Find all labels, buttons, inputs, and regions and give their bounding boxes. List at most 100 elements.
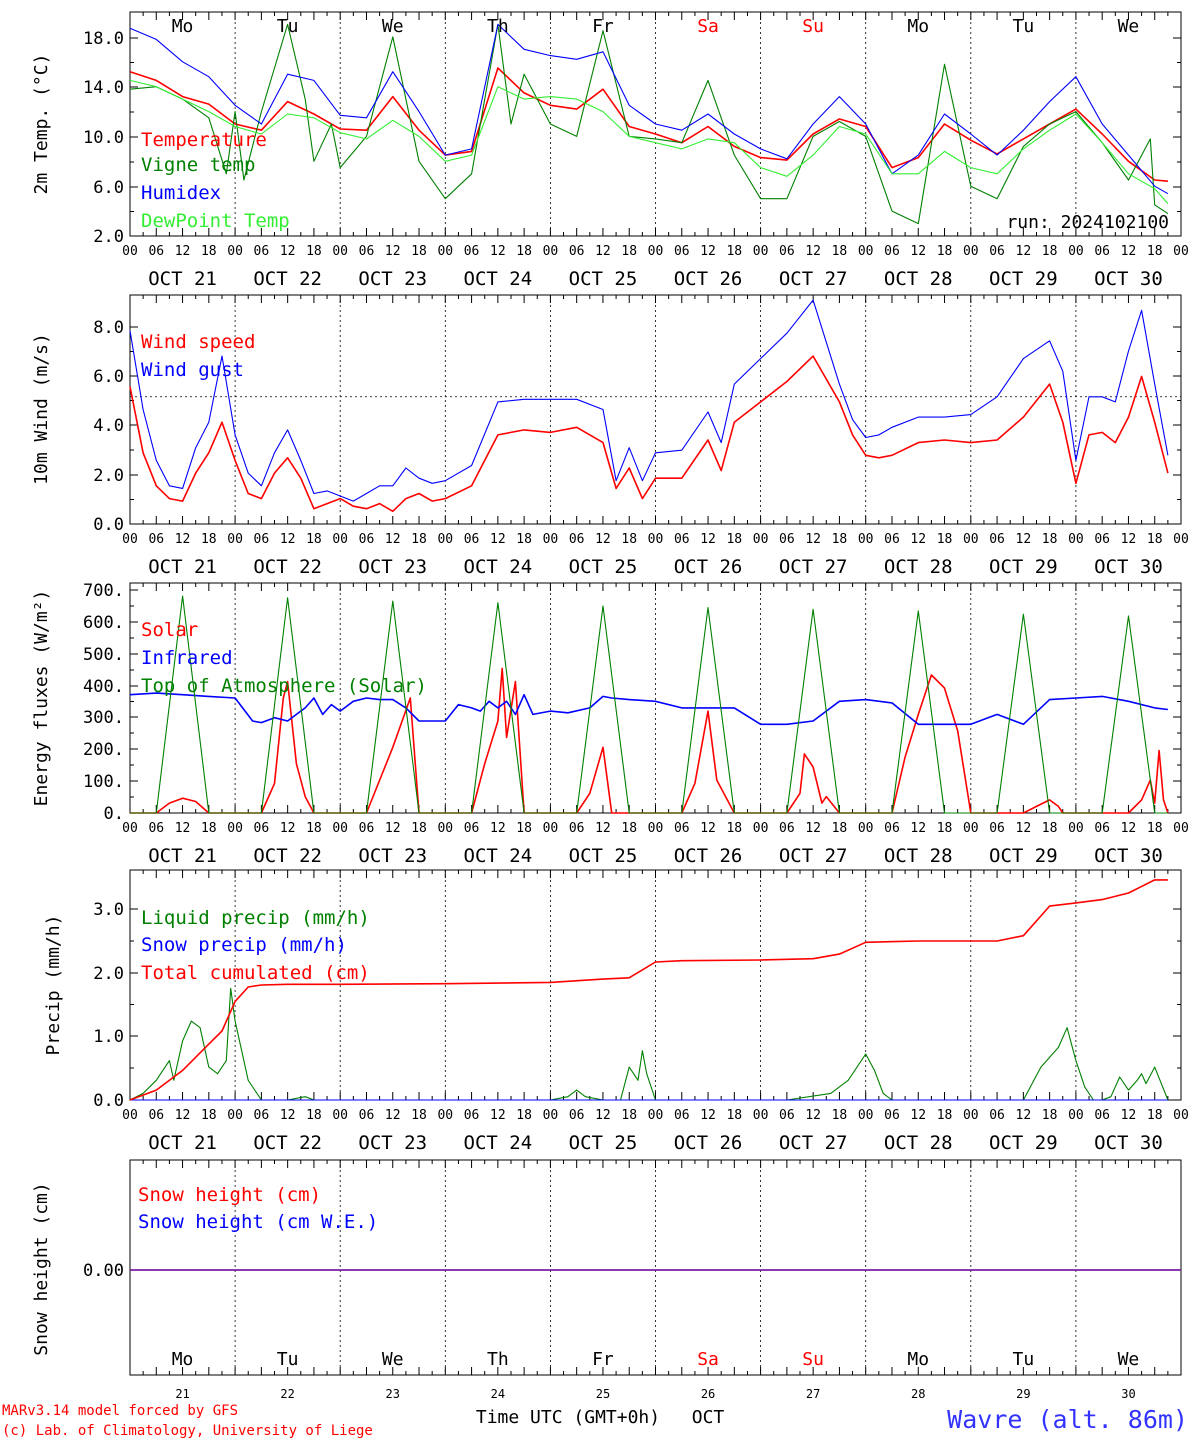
hour-tick-label: 18 <box>937 532 953 547</box>
y-axis-label-wind: 10m Wind (m/s) <box>31 333 52 485</box>
hour-tick-label: 12 <box>595 1108 611 1123</box>
day-of-week-label: Sa <box>697 16 719 37</box>
date-label: OCT 25 <box>569 268 638 290</box>
date-label: OCT 24 <box>464 268 533 290</box>
hour-tick-label: 18 <box>411 532 427 547</box>
hour-tick-label: 18 <box>201 821 217 836</box>
hour-tick-label: 12 <box>1121 1108 1137 1123</box>
hour-tick-label: 12 <box>595 244 611 259</box>
hour-tick-label: 12 <box>175 1108 191 1123</box>
date-label: OCT 26 <box>674 268 743 290</box>
hour-tick-label: 06 <box>359 532 375 547</box>
hour-tick-label: 18 <box>621 244 637 259</box>
day-number-label: 29 <box>1016 1387 1030 1401</box>
hour-tick-label: 00 <box>122 532 138 547</box>
day-of-week-label: Su <box>802 16 824 37</box>
y-axis-label-temp: 2m Temp. (°C) <box>31 54 52 195</box>
hour-tick-label: 12 <box>805 1108 821 1123</box>
date-label: OCT 28 <box>884 556 953 578</box>
hour-tick-label: 06 <box>884 244 900 259</box>
hour-tick-label: 06 <box>569 532 585 547</box>
date-label: OCT 27 <box>779 556 848 578</box>
hour-tick-label: 12 <box>490 244 506 259</box>
legend-entry: Snow precip (mm/h) <box>141 934 347 956</box>
hour-tick-label: 00 <box>1173 532 1189 547</box>
hour-tick-label: 06 <box>254 821 270 836</box>
hour-tick-label: 18 <box>411 1108 427 1123</box>
hour-tick-label: 12 <box>385 244 401 259</box>
hour-tick-label: 00 <box>648 821 664 836</box>
hour-tick-label: 18 <box>832 1108 848 1123</box>
hour-tick-label: 00 <box>858 532 874 547</box>
hour-tick-label: 00 <box>858 244 874 259</box>
date-label: OCT 22 <box>253 845 322 867</box>
hour-tick-label: 18 <box>516 244 532 259</box>
date-label: OCT 21 <box>148 845 217 867</box>
hour-tick-label: 12 <box>910 821 926 836</box>
hour-tick-label: 00 <box>963 821 979 836</box>
hour-tick-label: 18 <box>832 244 848 259</box>
date-label: OCT 21 <box>148 268 217 290</box>
legend-entry: Liquid precip (mm/h) <box>141 907 370 929</box>
date-label: OCT 29 <box>989 1132 1058 1154</box>
hour-tick-label: 00 <box>122 821 138 836</box>
hour-tick-label: 00 <box>753 1108 769 1123</box>
day-of-week-label: Sa <box>697 1349 719 1370</box>
hour-tick-label: 00 <box>1068 821 1084 836</box>
series-line-humidex <box>129 23 1169 195</box>
day-of-week-label: Tu <box>1013 1349 1035 1370</box>
date-label: OCT 23 <box>358 1132 427 1154</box>
y-tick-label: 2.0 <box>93 227 124 247</box>
hour-tick-label: 06 <box>464 244 480 259</box>
hour-tick-label: 12 <box>805 821 821 836</box>
hour-tick-label: 18 <box>621 532 637 547</box>
legend-entry: Wind speed <box>141 331 255 353</box>
date-label: OCT 23 <box>358 845 427 867</box>
hour-tick-label: 00 <box>332 244 348 259</box>
hour-tick-label: 00 <box>227 1108 243 1123</box>
hour-tick-label: 18 <box>832 821 848 836</box>
hour-tick-label: 12 <box>280 244 296 259</box>
legend-entry: Total cumulated (cm) <box>141 962 370 984</box>
hour-tick-label: 00 <box>1173 244 1189 259</box>
hour-tick-label: 12 <box>700 821 716 836</box>
hour-tick-label: 00 <box>1068 244 1084 259</box>
station-name: Wavre (alt. 86m) <box>947 1405 1188 1434</box>
y-axis-label-precip: Precip (mm/h) <box>43 915 64 1056</box>
hour-tick-label: 06 <box>1094 244 1110 259</box>
day-number-label: 28 <box>911 1387 925 1401</box>
y-tick-label: 4.0 <box>93 416 124 436</box>
hour-tick-label: 12 <box>490 821 506 836</box>
hour-tick-label: 06 <box>779 821 795 836</box>
date-label: OCT 29 <box>989 845 1058 867</box>
hour-tick-label: 00 <box>543 244 559 259</box>
series-line-wind-gust <box>129 299 1169 502</box>
hour-tick-label: 12 <box>910 244 926 259</box>
hour-tick-label: 06 <box>779 244 795 259</box>
hour-tick-label: 12 <box>700 532 716 547</box>
hour-tick-label: 00 <box>753 821 769 836</box>
hour-tick-label: 06 <box>989 1108 1005 1123</box>
day-number-label: 24 <box>491 1387 505 1401</box>
date-label: OCT 30 <box>1094 1132 1163 1154</box>
hour-tick-label: 12 <box>490 1108 506 1123</box>
hour-tick-label: 18 <box>1147 532 1163 547</box>
legend-entry: DewPoint Temp <box>141 210 290 232</box>
hour-tick-label: 00 <box>648 244 664 259</box>
date-label: OCT 22 <box>253 556 322 578</box>
hour-tick-label: 12 <box>385 532 401 547</box>
y-tick-label: 0.0 <box>93 515 124 535</box>
hour-tick-label: 06 <box>569 244 585 259</box>
hour-tick-label: 00 <box>122 244 138 259</box>
series-line-vigne-temp <box>129 23 1169 225</box>
hour-tick-label: 12 <box>1016 532 1032 547</box>
y-axis-label-energy: Energy fluxes (W/m²) <box>31 590 52 807</box>
day-number-label: 26 <box>701 1387 715 1401</box>
panel-frame-wind <box>129 294 1182 525</box>
hour-tick-label: 00 <box>437 1108 453 1123</box>
date-label: OCT 27 <box>779 845 848 867</box>
date-label: OCT 30 <box>1094 556 1163 578</box>
day-of-week-label: Fr <box>592 1349 614 1370</box>
hour-tick-label: 00 <box>122 1108 138 1123</box>
